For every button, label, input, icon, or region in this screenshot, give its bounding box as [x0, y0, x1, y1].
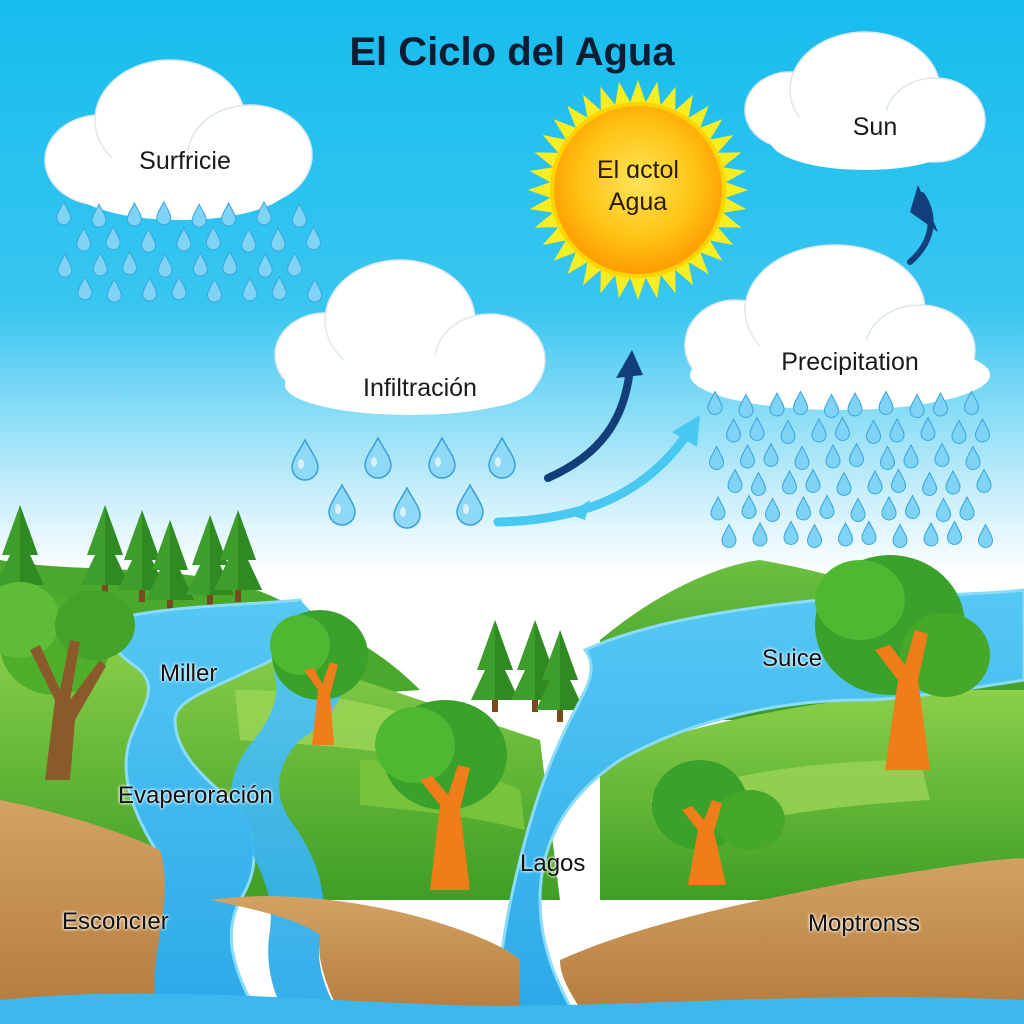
cloud-label-sun: Sun: [852, 113, 898, 141]
cloud-top-left: [44, 59, 313, 220]
cloud-label-infiltracion: Infiltración: [363, 374, 477, 402]
cloud-label-surfricie: Surfricie: [139, 147, 231, 175]
soil-bank-left: [0, 800, 165, 1024]
sun-label-line-1: El ɑctol: [597, 156, 679, 184]
diagram-title: El Ciclo del Agua: [349, 30, 675, 74]
evaporation-arrow-light: [493, 415, 700, 527]
label-suice: Suice: [762, 645, 823, 672]
tree-left: [0, 582, 135, 780]
arrow-up-to-sun-cloud: [907, 185, 938, 265]
label-lagos: Lagos: [520, 850, 586, 877]
tree-round-2: [375, 700, 507, 890]
sun-label: El ɑctol Agua: [573, 154, 703, 218]
label-miller: Miller: [160, 660, 218, 687]
label-evaporation: Evaperoración: [118, 782, 273, 809]
cloud-right: [684, 244, 990, 410]
label-montanas: Moptronss: [808, 910, 921, 937]
soil-bank-center: [210, 896, 520, 1024]
label-escondido: Esconcıer: [62, 908, 169, 935]
sun-label-line-2: Agua: [608, 188, 668, 216]
cloud-label-precipitation: Precipitation: [781, 348, 919, 376]
cloud-top-right: [744, 31, 986, 170]
tree-round-1: [270, 610, 368, 745]
cloud-middle: [274, 259, 546, 415]
tree-round-3: [815, 555, 990, 770]
sun-icon: [528, 80, 748, 300]
evaporation-arrow-dark: [544, 350, 643, 482]
tree-round-4: [652, 760, 785, 885]
water-bottom: [0, 993, 1024, 1024]
soil-bank-right: [560, 858, 1024, 1024]
